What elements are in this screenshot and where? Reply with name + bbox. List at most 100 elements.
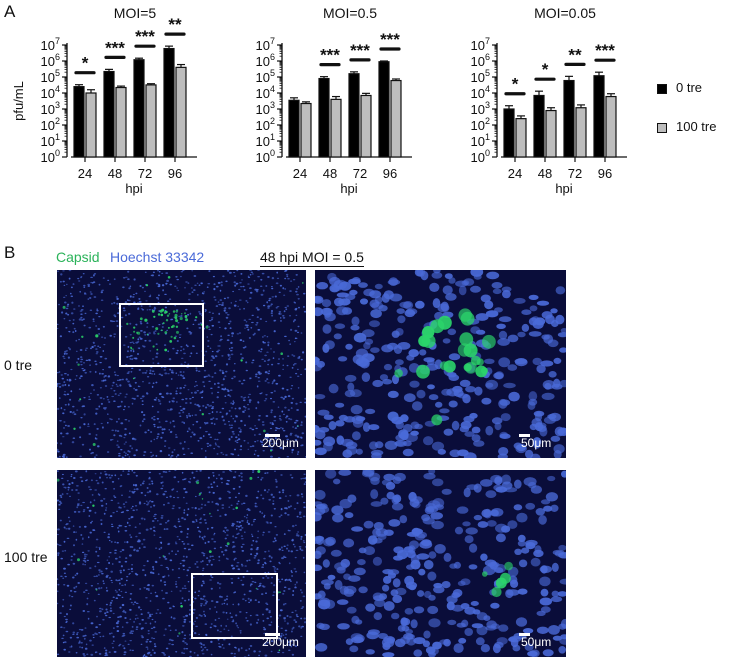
x-tick-label: 48 <box>323 166 337 181</box>
y-tick-label: 102 <box>256 116 275 133</box>
bar-0tre <box>593 75 605 158</box>
x-tick-label: 48 <box>108 166 122 181</box>
x-tick-label: 24 <box>78 166 92 181</box>
bar-100tre <box>390 79 402 158</box>
bar-0tre <box>163 47 175 158</box>
significance-label: *** <box>135 27 155 46</box>
y-tick-label: 102 <box>471 116 490 133</box>
bar-0tre <box>318 77 330 158</box>
x-tick-label: 24 <box>293 166 307 181</box>
cell-texture <box>315 270 566 458</box>
cell-texture <box>57 470 306 657</box>
zoom-box <box>191 573 278 639</box>
y-tick-label: 104 <box>41 84 60 101</box>
panel-a-label: A <box>4 2 16 21</box>
y-tick-label: 102 <box>41 116 60 133</box>
x-axis-label: hpi <box>340 181 357 196</box>
zoom-box <box>119 303 204 367</box>
x-tick-label: 96 <box>383 166 397 181</box>
bar-100tre <box>145 84 157 158</box>
y-tick-label: 104 <box>256 84 275 101</box>
row-label-100tre: 100 tre <box>4 549 48 565</box>
y-tick-label: 107 <box>256 36 275 53</box>
x-tick-label: 24 <box>508 166 522 181</box>
capsid-stain-label: Capsid <box>56 249 100 265</box>
y-tick-label: 105 <box>256 68 275 85</box>
bar-0tre <box>348 73 360 158</box>
bar-100tre <box>330 98 342 158</box>
y-tick-label: 100 <box>41 148 60 165</box>
micrograph-0tre-zoom: 50μm <box>315 270 566 458</box>
significance-label: * <box>82 54 89 73</box>
condition-label: 48 hpi MOI = 0.5 <box>260 249 364 267</box>
bar-0tre <box>533 94 545 158</box>
bar-0tre <box>73 86 85 158</box>
legend-label-100tre: 100 tre <box>676 119 717 134</box>
x-tick-label: 72 <box>568 166 582 181</box>
chart-title-moi005: MOI=0.05 <box>534 5 596 21</box>
bar-100tre <box>85 92 97 158</box>
chart-title-moi05: MOI=0.5 <box>322 5 378 21</box>
y-tick-label: 103 <box>256 100 275 117</box>
y-tick-label: 103 <box>41 100 60 117</box>
scale-label: 200μm <box>262 436 299 450</box>
bar-100tre <box>605 95 617 158</box>
hoechst-stain-label: Hoechst 33342 <box>110 249 205 265</box>
bar-100tre <box>115 86 127 158</box>
bar-0tre <box>103 70 115 158</box>
micrograph-0tre-low: 200μm <box>57 270 306 458</box>
panel-b-label: B <box>4 243 16 262</box>
bar-100tre <box>515 118 527 158</box>
scale-label: 200μm <box>262 635 299 649</box>
y-tick-label: 107 <box>471 36 490 53</box>
cell-texture <box>315 470 566 657</box>
y-tick-label: 100 <box>471 148 490 165</box>
legend-swatch-100tre <box>657 123 667 133</box>
legend-label-0tre: 0 tre <box>676 80 703 95</box>
y-tick-label: 106 <box>256 52 275 69</box>
x-axis-label: hpi <box>555 181 572 196</box>
significance-label: * <box>542 60 549 79</box>
scale-bar <box>519 633 530 636</box>
bar-0tre <box>503 108 515 158</box>
x-tick-label: 72 <box>353 166 367 181</box>
significance-label: *** <box>350 41 370 60</box>
significance-label: *** <box>105 38 125 57</box>
bar-0tre <box>378 61 390 158</box>
bar-0tre <box>288 99 300 158</box>
significance-label: *** <box>595 41 615 60</box>
significance-label: ** <box>568 45 582 64</box>
bar-100tre <box>545 109 557 158</box>
bar-charts: 100101102103104105106107pfu/mL24*48***72… <box>11 15 627 196</box>
significance-label: ** <box>168 15 182 34</box>
significance-label: *** <box>320 46 340 65</box>
scale-label: 50μm <box>521 436 552 450</box>
y-tick-label: 103 <box>471 100 490 117</box>
scale-label: 50μm <box>521 635 552 649</box>
bar-100tre <box>300 102 312 158</box>
significance-label: * <box>512 75 519 94</box>
row-label-0tre: 0 tre <box>4 357 33 373</box>
y-tick-label: 101 <box>41 132 60 149</box>
y-axis-label: pfu/mL <box>11 81 26 121</box>
chart-title-moi5: MOI=5 <box>113 5 157 21</box>
scale-bar <box>519 434 530 437</box>
bar-100tre <box>575 107 587 158</box>
y-tick-label: 104 <box>471 84 490 101</box>
x-axis-label: hpi <box>125 181 142 196</box>
legend-swatch-0tre <box>657 84 667 94</box>
y-tick-label: 107 <box>41 36 60 53</box>
scale-bar <box>265 633 280 636</box>
y-tick-label: 100 <box>256 148 275 165</box>
significance-label: *** <box>380 30 400 49</box>
scale-bar <box>265 434 280 437</box>
micrograph-100tre-zoom: 50μm <box>315 470 566 657</box>
x-tick-label: 96 <box>598 166 612 181</box>
micrograph-100tre-low: 200μm <box>57 470 306 657</box>
bar-0tre <box>133 59 145 158</box>
bar-0tre <box>563 79 575 158</box>
x-tick-label: 72 <box>138 166 152 181</box>
y-tick-label: 106 <box>41 52 60 69</box>
y-tick-label: 106 <box>471 52 490 69</box>
y-tick-label: 101 <box>471 132 490 149</box>
